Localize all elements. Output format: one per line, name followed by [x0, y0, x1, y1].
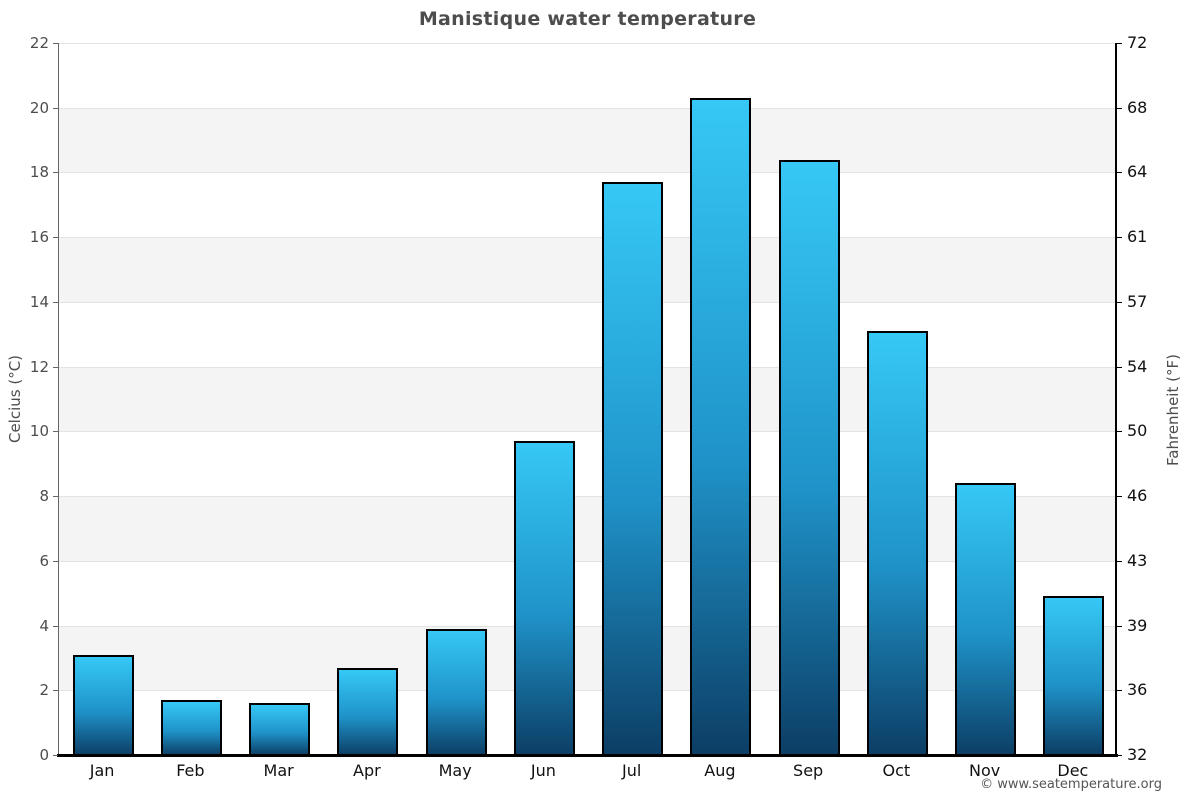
bar-jul — [602, 182, 664, 755]
right-tick-mark — [1117, 107, 1122, 109]
y-tick-label-right: 57 — [1127, 291, 1148, 311]
bar-may — [425, 628, 487, 755]
gridline — [59, 107, 1115, 109]
bar-feb — [160, 699, 222, 755]
left-tick-mark — [53, 43, 58, 44]
y-tick-label-left: 14 — [29, 292, 49, 311]
plot-area — [58, 43, 1117, 755]
left-tick-mark — [53, 560, 58, 562]
left-tick-mark — [53, 431, 58, 433]
y-tick-label-left: 8 — [39, 487, 49, 506]
gridline — [59, 496, 1115, 498]
y-tick-label-left: 12 — [29, 357, 49, 376]
left-tick-mark — [53, 755, 58, 756]
y-tick-label-right: 68 — [1127, 97, 1148, 117]
x-tick-label-feb: Feb — [176, 761, 205, 780]
left-tick-mark — [53, 301, 58, 303]
right-tick-mark — [1117, 366, 1122, 368]
left-tick-mark — [53, 172, 58, 174]
x-tick-label-jun: Jun — [530, 761, 556, 780]
right-tick-mark — [1117, 496, 1122, 498]
gridline — [59, 301, 1115, 303]
right-tick-mark — [1117, 43, 1122, 44]
x-tick-label-may: May — [438, 761, 472, 780]
y-tick-label-right: 43 — [1127, 550, 1148, 570]
x-axis-line — [57, 754, 1118, 757]
left-tick-mark — [53, 366, 58, 368]
bar-dec — [1043, 596, 1105, 755]
gridline — [59, 366, 1115, 368]
right-tick-mark — [1117, 560, 1122, 562]
y-tick-label-left: 10 — [29, 422, 49, 441]
bar-oct — [866, 331, 928, 755]
y-axis-right-title: Fahrenheit (°F) — [1164, 354, 1182, 466]
bar-jan — [72, 654, 134, 755]
y-tick-label-right: 72 — [1127, 33, 1148, 52]
x-tick-label-dec: Dec — [1057, 761, 1089, 780]
left-tick-mark — [53, 625, 58, 627]
x-tick-label-apr: Apr — [353, 761, 381, 780]
copyright-link[interactable]: © www.seatemperature.org — [980, 777, 1162, 792]
y-tick-label-left: 16 — [29, 228, 49, 247]
left-tick-mark — [53, 496, 58, 498]
right-tick-mark — [1117, 690, 1122, 692]
gridline — [59, 560, 1115, 562]
right-tick-mark — [1117, 301, 1122, 303]
gridline — [59, 237, 1115, 239]
bar-aug — [690, 98, 752, 755]
right-tick-mark — [1117, 237, 1122, 239]
right-tick-mark — [1117, 431, 1122, 433]
background-band — [59, 625, 1115, 691]
background-band — [59, 366, 1115, 432]
bar-mar — [249, 703, 311, 755]
x-tick-label-oct: Oct — [882, 761, 911, 780]
y-tick-label-left: 20 — [29, 98, 49, 117]
x-tick-label-aug: Aug — [704, 761, 736, 780]
bar-jun — [513, 441, 575, 755]
left-tick-mark — [53, 237, 58, 239]
background-band — [59, 237, 1115, 302]
right-tick-mark — [1117, 625, 1122, 627]
bar-nov — [955, 483, 1017, 755]
bar-apr — [337, 667, 399, 755]
background-band — [59, 496, 1115, 561]
y-tick-label-left: 0 — [39, 746, 49, 764]
left-tick-mark — [53, 107, 58, 109]
y-tick-label-left: 4 — [39, 616, 49, 635]
x-tick-label-mar: Mar — [263, 761, 294, 780]
y-tick-label-right: 39 — [1127, 615, 1148, 635]
right-tick-mark — [1117, 172, 1122, 174]
background-band — [59, 107, 1115, 173]
gridline — [59, 172, 1115, 174]
x-tick-label-jan: Jan — [89, 761, 115, 780]
left-tick-mark — [53, 690, 58, 692]
y-tick-label-right: 36 — [1127, 680, 1148, 700]
x-tick-label-nov: Nov — [969, 761, 1001, 780]
gridline — [59, 625, 1115, 627]
right-tick-mark — [1117, 755, 1122, 756]
gridline — [59, 431, 1115, 433]
y-tick-label-right: 32 — [1127, 745, 1148, 764]
gridline — [59, 690, 1115, 692]
x-tick-label-jul: Jul — [621, 761, 642, 780]
y-tick-label-left: 6 — [39, 551, 49, 570]
y-tick-label-right: 64 — [1127, 162, 1148, 182]
y-tick-label-right: 46 — [1127, 486, 1148, 506]
bar-sep — [778, 159, 840, 755]
y-axis-left-title: Celcius (°C) — [6, 354, 24, 444]
y-tick-label-left: 22 — [29, 34, 49, 52]
y-tick-label-left: 2 — [39, 681, 49, 700]
y-tick-label-left: 18 — [29, 163, 49, 182]
y-tick-label-right: 54 — [1127, 356, 1148, 376]
chart-title: Manistique water temperature — [418, 8, 757, 30]
gridline — [59, 43, 1115, 44]
y-tick-label-right: 61 — [1127, 227, 1148, 247]
x-tick-label-sep: Sep — [793, 761, 824, 780]
y-tick-label-right: 50 — [1127, 421, 1148, 441]
